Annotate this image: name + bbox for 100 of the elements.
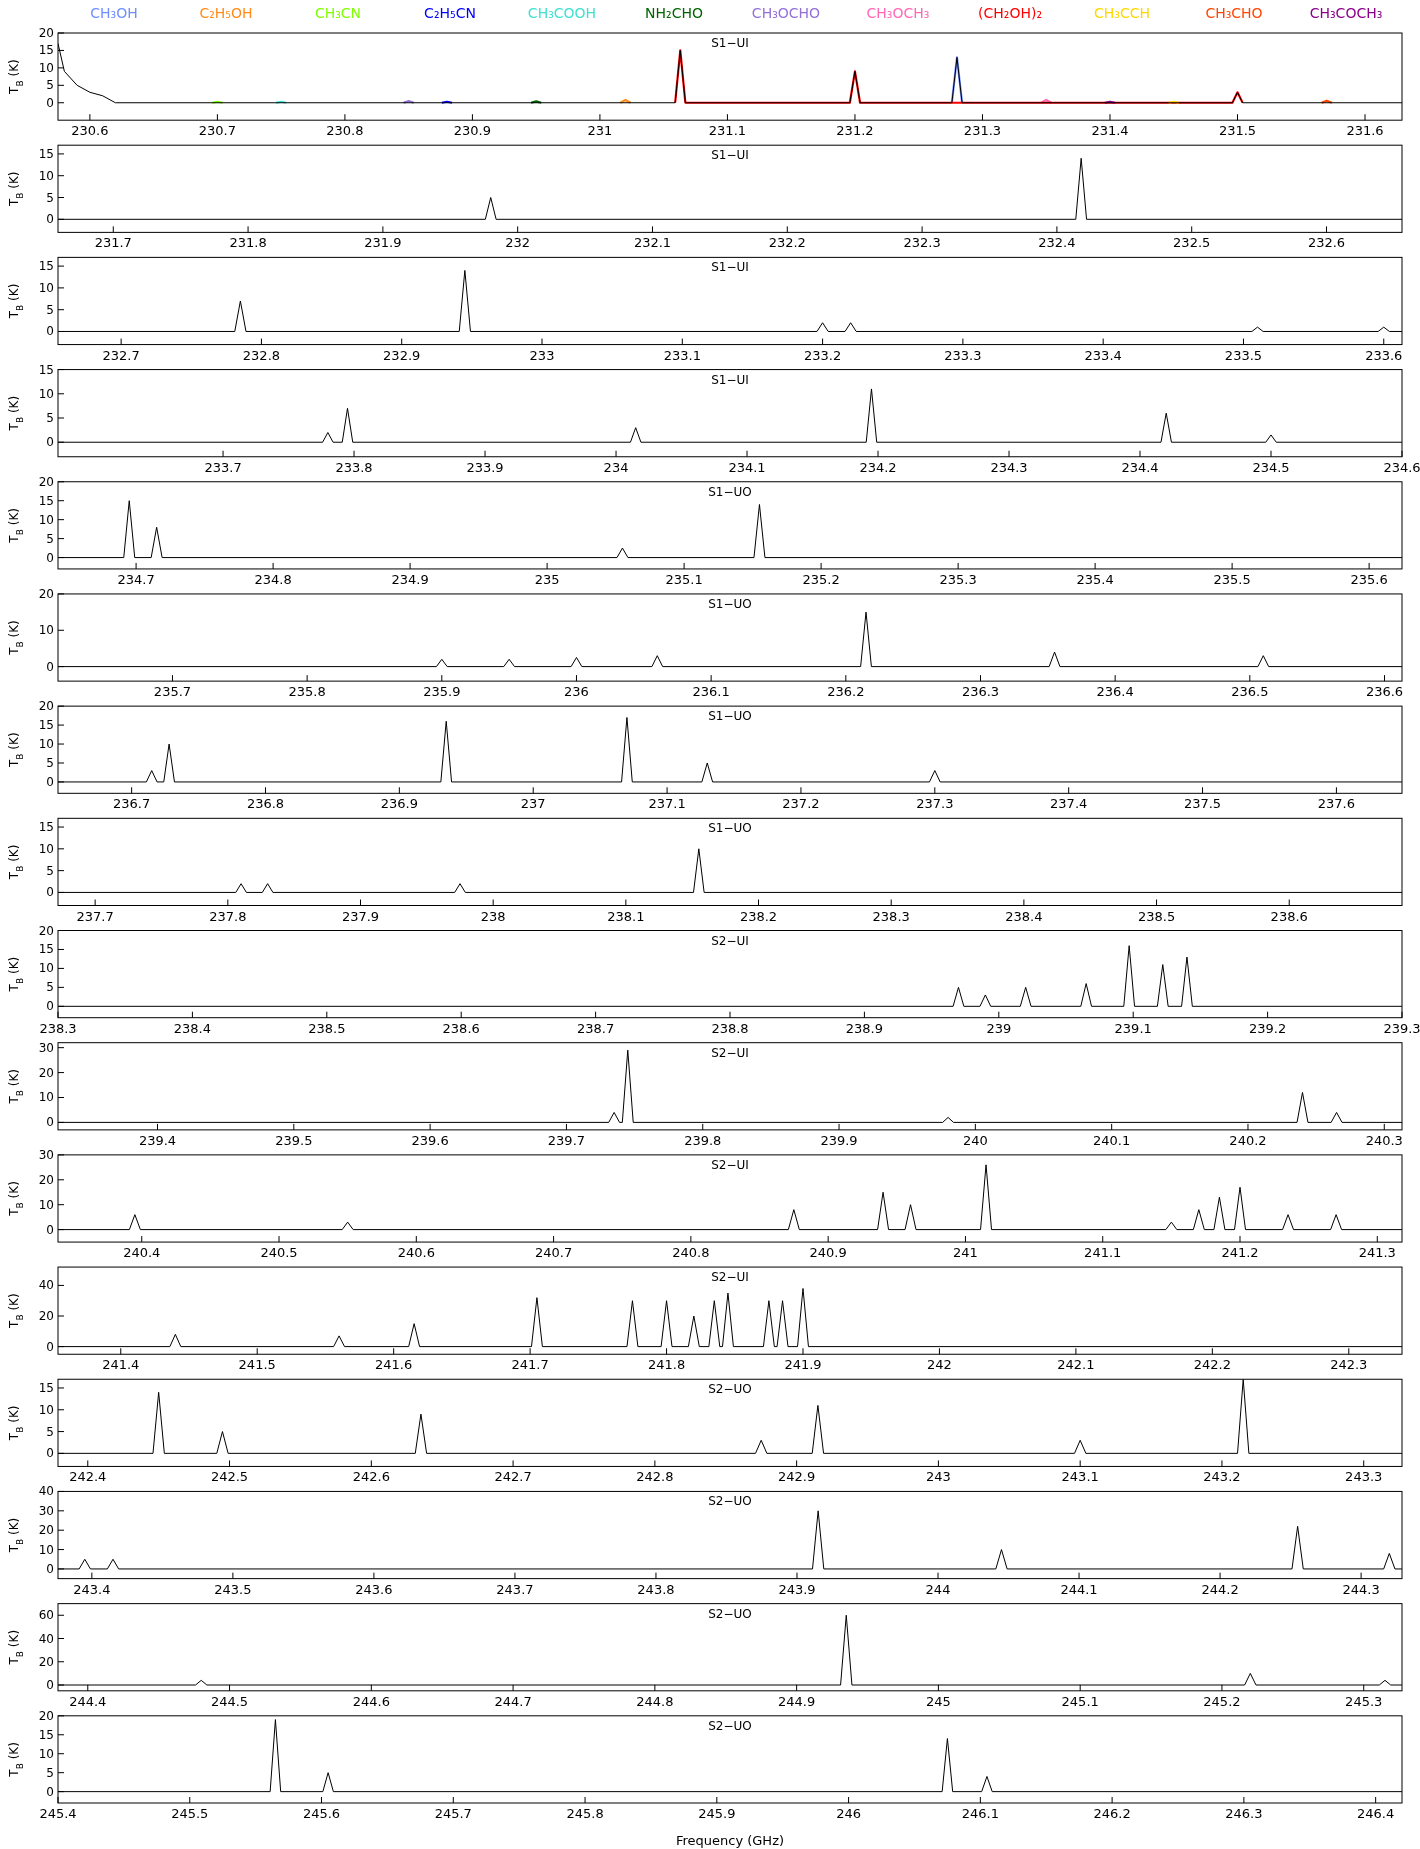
text: NH₂CHO (645, 5, 703, 21)
x-tick-label: 232.5 (1173, 235, 1211, 251)
x-tick-label: 242.3 (1330, 1357, 1368, 1373)
x-tick-label: 231.6 (1346, 123, 1384, 139)
y-tick-label: 40 (38, 1278, 54, 1293)
y-tick-label: 20 (38, 923, 54, 938)
x-tick-label: 244 (925, 1581, 951, 1597)
x-tick-label: 242.4 (69, 1469, 107, 1485)
x-tick-label: 231.5 (1218, 123, 1257, 139)
x-tick-label: 244.8 (636, 1693, 674, 1709)
y-tick-label: 15 (38, 1380, 54, 1395)
y-tick-label: 10 (38, 512, 54, 527)
x-tick-label: 232.6 (1307, 235, 1346, 251)
x-tick-label: 244.2 (1201, 1581, 1239, 1597)
y-tick-label: 0 (46, 885, 54, 900)
x-tick-label: 244.9 (778, 1693, 816, 1709)
x-tick-label: 243.8 (637, 1581, 675, 1597)
y-tick-label: 0 (46, 212, 54, 227)
y-tick-label: 10 (38, 1197, 54, 1212)
x-tick-label: 238.3 (39, 1020, 77, 1036)
chart-title: S1−UO (708, 484, 752, 499)
y-tick-label: 0 (46, 1784, 54, 1799)
y-tick-label: 15 (38, 362, 54, 377)
x-tick-label: 238 (480, 908, 506, 924)
y-tick-label: 0 (46, 1115, 54, 1130)
y-tick-label: 10 (38, 841, 54, 856)
chart-title: S2−UO (708, 1606, 752, 1621)
y-tick-label: 30 (38, 1040, 54, 1055)
y-tick-label: 20 (38, 1654, 54, 1669)
x-tick-label: 236.5 (1231, 684, 1269, 700)
x-tick-label: 245.2 (1203, 1693, 1241, 1709)
x-tick-label: 231.4 (1091, 123, 1129, 139)
y-tick-label: 0 (46, 324, 54, 339)
x-tick-label: 246.3 (1225, 1806, 1263, 1821)
x-tick-label: 239.3 (1383, 1020, 1420, 1036)
chart-title: S1−UI (711, 36, 749, 50)
y-tick-label: 10 (38, 168, 54, 183)
chart-title: S2−UI (711, 933, 749, 948)
line-series (674, 49, 1244, 104)
x-tick-label: 235.3 (939, 571, 977, 587)
x-tick-label: 240.4 (123, 1245, 161, 1261)
chart-title: S1−UO (708, 821, 752, 836)
y-tick-label: 20 (38, 1172, 54, 1187)
x-tick-label: 241.6 (375, 1357, 413, 1373)
x-tick-label: 233.8 (335, 459, 373, 475)
chart-title: S1−UO (708, 709, 752, 724)
text: CH₃COOH (527, 5, 597, 21)
x-tick-label: 233.7 (204, 459, 242, 475)
x-tick-label: 231.2 (836, 123, 874, 139)
x-tick-label: 245.9 (698, 1806, 736, 1821)
x-tick-label: 245.7 (434, 1806, 472, 1821)
x-tick-label: 230.8 (326, 123, 364, 139)
x-tick-label: 245.1 (1061, 1693, 1099, 1709)
y-tick-label: 20 (38, 1065, 54, 1080)
y-tick-label: 10 (38, 623, 54, 638)
x-tick-label: 239.4 (138, 1132, 177, 1148)
x-tick-label: 234.6 (1383, 459, 1420, 475)
x-tick-label: 243.7 (496, 1581, 534, 1597)
x-tick-label: 241.2 (1221, 1245, 1259, 1261)
x-tick-label: 238.7 (576, 1020, 615, 1036)
x-tick-label: 233.4 (1084, 347, 1122, 363)
x-tick-label: 238.3 (872, 908, 910, 924)
text: CH₃CHO (1205, 5, 1263, 21)
x-tick-label: 239.6 (411, 1132, 449, 1148)
y-tick-label: 30 (38, 1147, 54, 1162)
x-tick-label: 236.1 (692, 684, 730, 700)
chart-title: S2−UI (711, 1157, 749, 1172)
y-tick-label: 0 (46, 95, 54, 110)
y-tick-label: 10 (38, 961, 54, 976)
x-tick-label: 230.6 (71, 123, 109, 139)
x-tick-label: 236.4 (1096, 684, 1134, 700)
y-tick-label: 15 (38, 820, 54, 835)
x-tick-label: 230.9 (453, 123, 492, 139)
chart-title: S1−UI (711, 148, 749, 163)
x-tick-label: 242.7 (494, 1469, 532, 1485)
x-tick-label: 235.1 (665, 571, 703, 587)
x-tick-label: 245.4 (39, 1806, 77, 1821)
x-tick-label: 244.7 (494, 1693, 532, 1709)
chart-title: S2−UO (708, 1494, 752, 1509)
text: C₂H₅OH (199, 5, 253, 21)
y-tick-label: 0 (46, 774, 54, 789)
x-tick-label: 239.9 (820, 1132, 858, 1148)
x-tick-label: 236.9 (380, 796, 418, 812)
y-tick-label: 5 (46, 755, 54, 770)
y-tick-label: 30 (38, 1503, 54, 1518)
x-tick-label: 237 (520, 796, 546, 812)
x-tick-label: 232.4 (1038, 235, 1076, 251)
x-tick-label: 234.2 (859, 459, 897, 475)
x-tick-label: 241.1 (1084, 1245, 1122, 1261)
y-tick-label: 0 (46, 1446, 54, 1461)
x-tick-label: 240.6 (397, 1245, 435, 1261)
y-tick-label: 0 (46, 550, 54, 565)
x-tick-label: 243.5 (214, 1581, 252, 1597)
x-tick-label: 246.2 (1093, 1806, 1131, 1821)
x-tick-label: 242.6 (352, 1469, 390, 1485)
x-tick-label: 239.1 (1114, 1020, 1152, 1036)
x-tick-label: 244.6 (352, 1693, 390, 1709)
x-tick-label: 245.3 (1345, 1693, 1383, 1709)
text: CH₃CCH (1094, 5, 1150, 21)
x-tick-label: 236.7 (113, 796, 151, 812)
